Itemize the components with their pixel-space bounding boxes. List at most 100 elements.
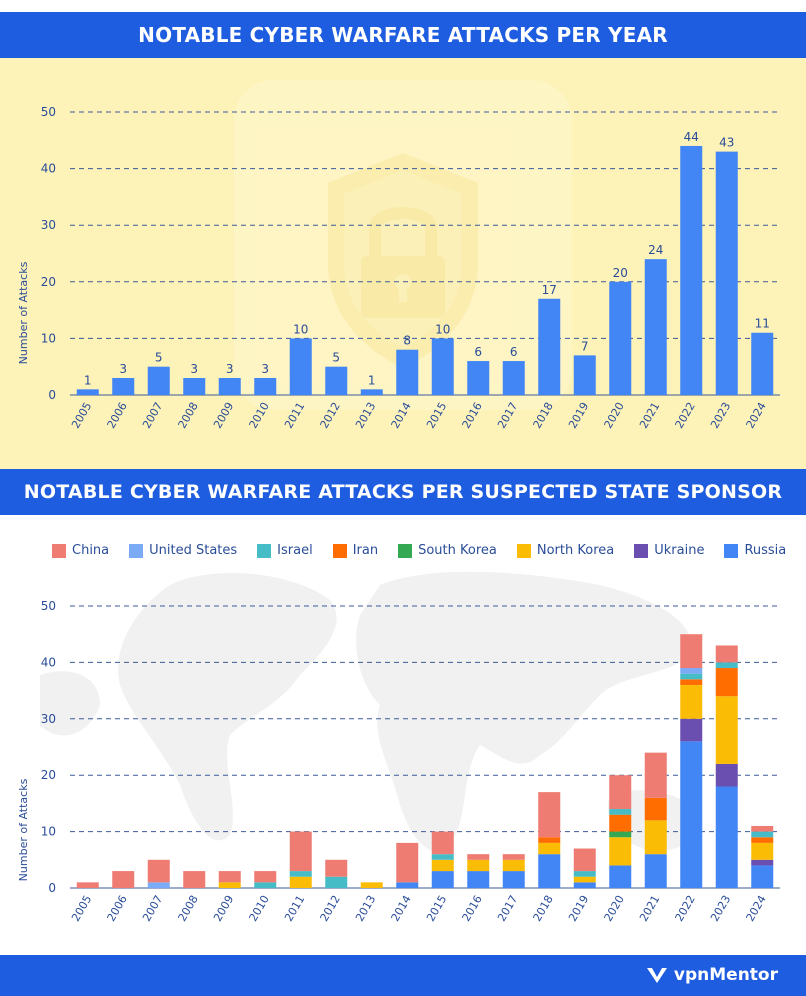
legend-swatch [129,543,144,558]
legend-item-united-states: United States [129,543,237,558]
data-label-2014: 8 [403,334,411,348]
bar-2011 [289,338,312,395]
bar-segment-iran-2020 [609,814,632,832]
bar-segment-north-korea-2015 [431,859,454,872]
y-tick-label: 30 [41,218,56,232]
bar-segment-israel-2022 [680,673,703,680]
bar-segment-china-2023 [715,645,738,663]
bar-segment-russia-2017 [502,871,525,888]
bar-segment-china-2005 [76,882,99,888]
bar-segment-china-2024 [751,825,774,832]
bar-segment-north-korea-2020 [609,837,632,866]
x-tick-label: 2014 [389,893,414,924]
x-tick-label: 2017 [495,893,520,924]
legend-item-israel: Israel [257,543,313,558]
x-tick-label: 2019 [566,893,591,924]
x-tick-label: 2005 [69,400,94,431]
bar-2024 [751,332,774,395]
bar-segment-china-2011 [289,831,312,872]
x-tick-label: 2020 [602,893,627,924]
bar-segment-china-2012 [325,859,348,877]
legend-swatch [634,543,649,558]
legend-item-iran: Iran [332,543,378,558]
brand-name: vpnMentor [673,965,778,985]
legend-label: United States [149,543,238,558]
chart-2-y-ticks: 0 10 20 30 40 50 [41,599,56,895]
data-label-2005: 1 [84,373,92,387]
bar-segment-china-2009 [218,871,241,883]
chart-1-y-ticks: 0 10 20 30 40 50 [41,105,56,402]
data-label-2015: 10 [435,322,450,336]
bar-segment-north-korea-2011 [289,876,312,888]
bar-segment-russia-2018 [538,854,561,888]
bar-2007 [147,366,170,395]
data-label-2008: 3 [190,362,198,376]
bar-2017 [502,361,525,395]
bar-segment-south-korea-2020 [609,831,632,838]
x-tick-label: 2012 [318,893,343,924]
data-label-2007: 5 [155,351,163,365]
chart-2-y-axis-label: Number of Attacks [17,778,30,881]
x-tick-label: 2018 [531,893,556,924]
bar-segment-iran-2021 [644,797,667,821]
bar-segment-china-2022 [680,634,703,669]
bar-segment-north-korea-2013 [360,882,383,888]
x-tick-label: 2009 [211,893,236,924]
x-tick-label: 2022 [673,400,698,431]
bar-segment-israel-2012 [325,876,348,888]
x-tick-label: 2020 [602,400,627,431]
y-tick-label: 50 [41,105,56,119]
bar-segment-china-2008 [183,871,206,888]
bar-segment-israel-2019 [573,871,596,877]
x-tick-label: 2022 [673,893,698,924]
legend-label: Israel [277,543,313,558]
legend-label: China [72,543,110,558]
chart-1-title: NOTABLE CYBER WARFARE ATTACKS PER YEAR [0,12,806,58]
bar-segment-north-korea-2021 [644,820,667,855]
x-tick-label: 2008 [176,400,201,431]
bar-segment-china-2007 [147,859,170,883]
bar-segment-north-korea-2022 [680,684,703,719]
bar-2014 [396,349,419,395]
legend-swatch [332,543,347,558]
bar-segment-iran-2024 [751,837,774,843]
legend-item-north-korea: North Korea [516,543,615,558]
bar-2013 [360,389,383,395]
data-label-2013: 1 [368,373,376,387]
chart-1-data-labels: 1 3 5 3 3 3 10 5 1 8 10 6 6 17 7 20 24 44 43 11 [84,130,770,387]
bar-segment-israel-2023 [715,662,738,669]
bar-segment-iran-2022 [680,679,703,685]
legend-item-south-korea: South Korea [398,543,497,558]
bar-segment-russia-2014 [396,882,419,888]
bar-2008 [183,378,206,395]
x-tick-label: 2010 [247,893,272,924]
x-tick-label: 2021 [637,893,662,924]
bar-segment-ukraine-2022 [680,718,703,742]
chart-2-svg: 0 10 20 30 40 50 2005 2006 2007 2008 2009 2010 2011… [17,571,780,924]
y-tick-label: 0 [48,881,56,895]
legend-item-ukraine: Ukraine [634,543,704,558]
bar-segment-ukraine-2023 [715,763,738,787]
data-label-2009: 3 [226,362,234,376]
y-tick-label: 20 [41,768,56,782]
bar-2016 [467,361,490,395]
bar-segment-iran-2018 [538,837,561,843]
data-label-2012: 5 [332,351,340,365]
bar-segment-north-korea-2018 [538,842,561,855]
bar-segment-ukraine-2024 [751,859,774,866]
legend-label: North Korea [536,543,615,558]
brand: vpnMentor [646,965,778,985]
data-label-2020: 20 [613,266,628,280]
bar-segment-israel-2010 [254,882,277,888]
bar-segment-china-2021 [644,752,667,798]
legend-item-russia: Russia [724,543,786,558]
legend-swatch [724,543,739,558]
bar-segment-united-states-2022 [680,668,703,674]
x-tick-label: 2007 [140,400,165,431]
bar-2019 [573,355,596,395]
y-tick-label: 40 [41,162,56,176]
legend-label: Russia [744,543,787,558]
bar-segment-north-korea-2017 [502,859,525,872]
x-tick-label: 2011 [282,893,307,924]
